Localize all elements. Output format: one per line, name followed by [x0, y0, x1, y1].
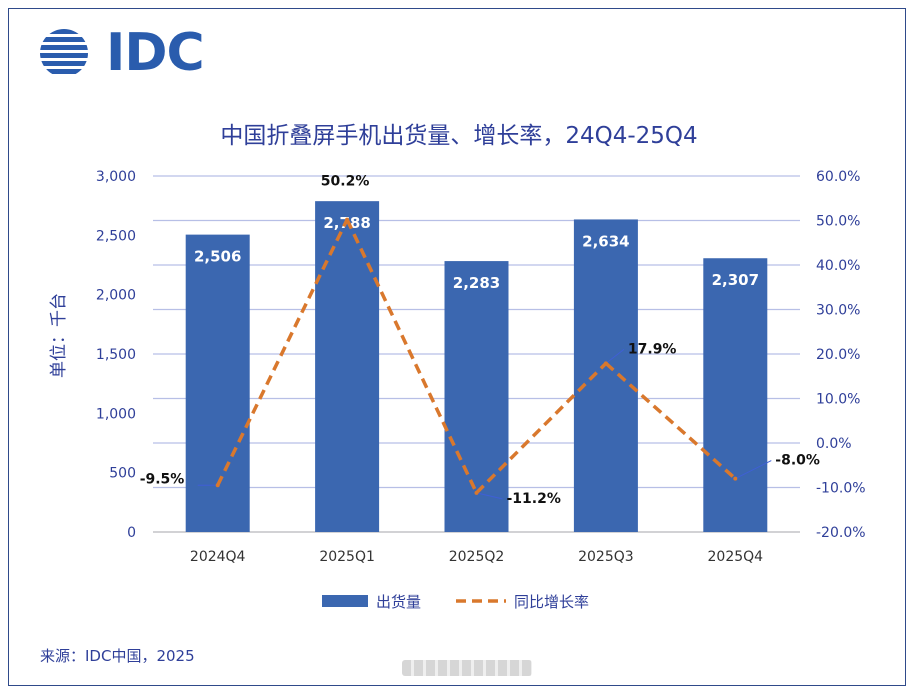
growth-line-segment: [216, 218, 349, 487]
legend-bar-label: 出货量: [376, 593, 421, 611]
bar: [573, 219, 638, 532]
growth-value-label: -8.0%: [775, 453, 820, 469]
growth-line-segment: [475, 362, 608, 495]
growth-point: [215, 483, 220, 488]
x-tick-label: 2025Q3: [578, 549, 634, 565]
y-right-tick-label: 10.0%: [816, 392, 860, 408]
y-right-tick-label: 20.0%: [816, 347, 860, 363]
idc-logo: IDC: [34, 24, 205, 82]
bar: [315, 201, 380, 532]
watermark: [402, 660, 532, 676]
x-tick-label: 2025Q4: [708, 549, 764, 565]
y-right-tick-label: -10.0%: [816, 481, 866, 497]
y-left-tick-label: 2,000: [96, 288, 136, 304]
bar-value-label: 2,283: [453, 274, 500, 292]
y-right-tick-label: -20.0%: [816, 525, 866, 541]
growth-point: [733, 476, 738, 481]
x-tick-label: 2024Q4: [190, 549, 246, 565]
source-note: 来源：IDC中国，2025: [40, 647, 195, 665]
growth-point: [474, 490, 479, 495]
y-left-tick-label: 3,000: [96, 169, 136, 185]
y-right-tick-label: 0.0%: [816, 436, 852, 452]
x-tick-label: 2025Q2: [449, 549, 505, 565]
bar-value-label: 2,307: [712, 271, 759, 289]
growth-line-segment: [345, 218, 479, 494]
label-leader-line: [735, 460, 772, 480]
y-right-tick-label: 30.0%: [816, 303, 860, 319]
y-right-tick-label: 50.0%: [816, 214, 860, 230]
globe-icon: [40, 29, 88, 74]
label-leader-line: [476, 492, 503, 500]
growth-line-segment: [604, 362, 737, 480]
growth-point: [603, 361, 608, 366]
bar: [444, 261, 509, 532]
growth-value-label: 50.2%: [321, 174, 370, 190]
x-tick-label: 2025Q1: [319, 549, 375, 565]
y-left-tick-label: 0: [127, 525, 136, 541]
growth-value-label: -9.5%: [140, 471, 185, 487]
y-right-tick-label: 60.0%: [816, 169, 860, 185]
y-left-tick-label: 1,000: [96, 406, 136, 422]
y-left-tick-label: 2,500: [96, 228, 136, 244]
bar: [703, 258, 768, 532]
growth-value-label: 17.9%: [628, 341, 677, 357]
bar-value-label: 2,634: [582, 232, 629, 250]
y-right-tick-label: 40.0%: [816, 258, 860, 274]
bar: [185, 234, 250, 532]
bar-value-label: 2,506: [194, 248, 241, 266]
logo-text: IDC: [106, 23, 205, 83]
legend-bar-swatch: [322, 595, 368, 607]
y-left-tick-label: 500: [109, 466, 136, 482]
chart-title: 中国折叠屏手机出货量、增长率，24Q4-25Q4: [220, 123, 698, 149]
growth-point: [345, 217, 350, 222]
legend-line-label: 同比增长率: [514, 593, 589, 611]
label-leader-line: [605, 348, 625, 364]
y-left-tick-label: 1,500: [96, 347, 136, 363]
growth-value-label: -11.2%: [507, 491, 561, 507]
